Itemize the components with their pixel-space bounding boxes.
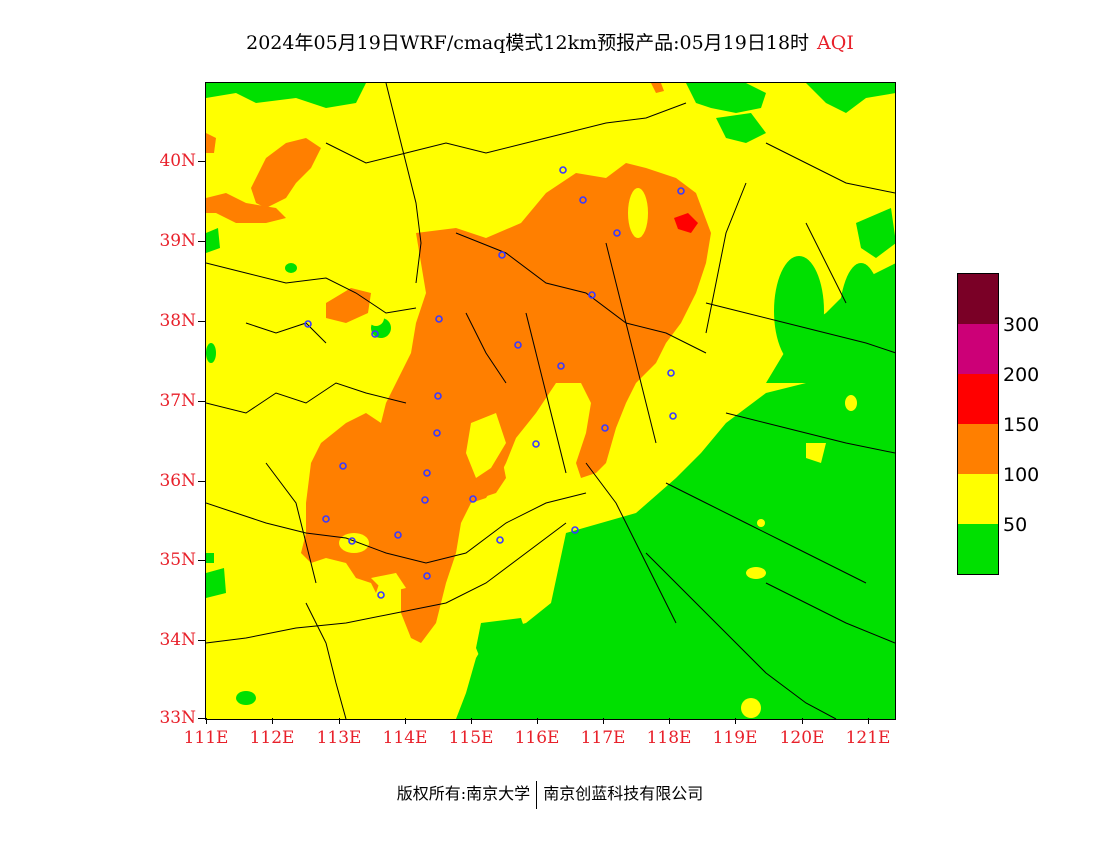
aqi-colorbar (957, 273, 999, 575)
lat-tick (198, 560, 205, 561)
lon-label-119e: 119E (712, 728, 758, 748)
city-marker (322, 515, 330, 523)
lon-label-114e: 114E (382, 728, 428, 748)
city-marker (434, 392, 442, 400)
city-marker (571, 526, 579, 534)
lon-label-117e: 117E (580, 728, 626, 748)
lon-label-111e: 111E (183, 728, 229, 748)
lat-tick (198, 640, 205, 641)
lon-label-116e: 116E (514, 728, 560, 748)
city-marker (557, 362, 565, 370)
city-marker (423, 572, 431, 580)
lon-label-118e: 118E (646, 728, 692, 748)
lon-tick (735, 718, 736, 724)
city-marker (423, 469, 431, 477)
lon-label-121e: 121E (845, 728, 891, 748)
aqi-band-100-150 (206, 83, 711, 643)
city-marker (588, 291, 596, 299)
lon-label-113e: 113E (316, 728, 362, 748)
lat-label-38n: 38N (159, 311, 196, 331)
city-marker (559, 166, 567, 174)
copyright-footer: 版权所有:南京大学 南京创蓝科技有限公司 (0, 780, 1100, 809)
city-marker (579, 196, 587, 204)
lon-tick (471, 718, 472, 724)
city-marker (435, 315, 443, 323)
lon-tick (272, 718, 273, 724)
city-marker (669, 412, 677, 420)
lon-label-115e: 115E (448, 728, 494, 748)
copyright-company: 南京创蓝科技有限公司 (543, 784, 704, 803)
lat-tick (198, 161, 205, 162)
aqi-map-canvas (206, 83, 895, 719)
lon-label-112e: 112E (249, 728, 295, 748)
colorbar-label-150: 150 (1003, 414, 1040, 436)
aqi-band-50-100-islands (741, 395, 857, 718)
colorbar-swatch-100-150 (958, 424, 998, 474)
admin-boundaries (206, 83, 895, 719)
lat-label-39n: 39N (159, 231, 196, 251)
lat-label-35n: 35N (159, 550, 196, 570)
aqi-band-150-200 (674, 213, 698, 233)
lon-tick (206, 718, 207, 724)
city-marker (394, 531, 402, 539)
colorbar-swatch-150-200 (958, 374, 998, 424)
lon-tick (339, 718, 340, 724)
aqi-map (205, 82, 896, 720)
colorbar-label-200: 200 (1003, 364, 1040, 386)
lon-tick (537, 718, 538, 724)
colorbar-swatch-0-50 (958, 524, 998, 574)
lat-label-36n: 36N (159, 471, 196, 491)
colorbar-label-300: 300 (1003, 314, 1040, 336)
city-marker (469, 495, 477, 503)
lon-tick (868, 718, 869, 724)
colorbar-swatch-200-300 (958, 324, 998, 374)
lon-tick (405, 718, 406, 724)
lat-label-40n: 40N (159, 151, 196, 171)
lat-label-37n: 37N (159, 391, 196, 411)
city-marker (433, 429, 441, 437)
city-markers (304, 166, 685, 599)
colorbar-swatch-50-100 (958, 474, 998, 524)
footer-separator (536, 780, 538, 809)
city-marker (339, 462, 347, 470)
city-marker (498, 251, 506, 259)
lon-tick (802, 718, 803, 724)
city-marker (532, 440, 540, 448)
city-marker (348, 537, 356, 545)
map-title: 2024年05月19日WRF/cmaq模式12km预报产品:05月19日18时 A… (0, 28, 1100, 55)
lon-label-120e: 120E (779, 728, 825, 748)
city-marker (613, 229, 621, 237)
title-main: 2024年05月19日WRF/cmaq模式12km预报产品:05月19日18时 (246, 32, 810, 54)
lat-tick (198, 481, 205, 482)
lon-tick (603, 718, 604, 724)
lon-tick (669, 718, 670, 724)
lat-label-34n: 34N (159, 630, 196, 650)
lat-tick (198, 401, 205, 402)
colorbar-label-100: 100 (1003, 464, 1040, 486)
city-marker (601, 424, 609, 432)
aqi-band-0-50 (206, 83, 895, 719)
city-marker (667, 369, 675, 377)
city-marker (496, 536, 504, 544)
copyright-owner: 版权所有:南京大学 (396, 784, 531, 803)
city-marker (377, 591, 385, 599)
title-variable: AQI (817, 32, 854, 54)
colorbar-swatch-above-300 (958, 274, 998, 324)
city-marker (514, 341, 522, 349)
lat-label-33n: 33N (159, 708, 196, 728)
lat-tick (198, 321, 205, 322)
lat-tick (198, 718, 205, 719)
city-marker (371, 330, 379, 338)
colorbar-label-50: 50 (1003, 514, 1028, 536)
lat-tick (198, 241, 205, 242)
city-marker (677, 187, 685, 195)
city-marker (304, 320, 312, 328)
city-marker (421, 496, 429, 504)
